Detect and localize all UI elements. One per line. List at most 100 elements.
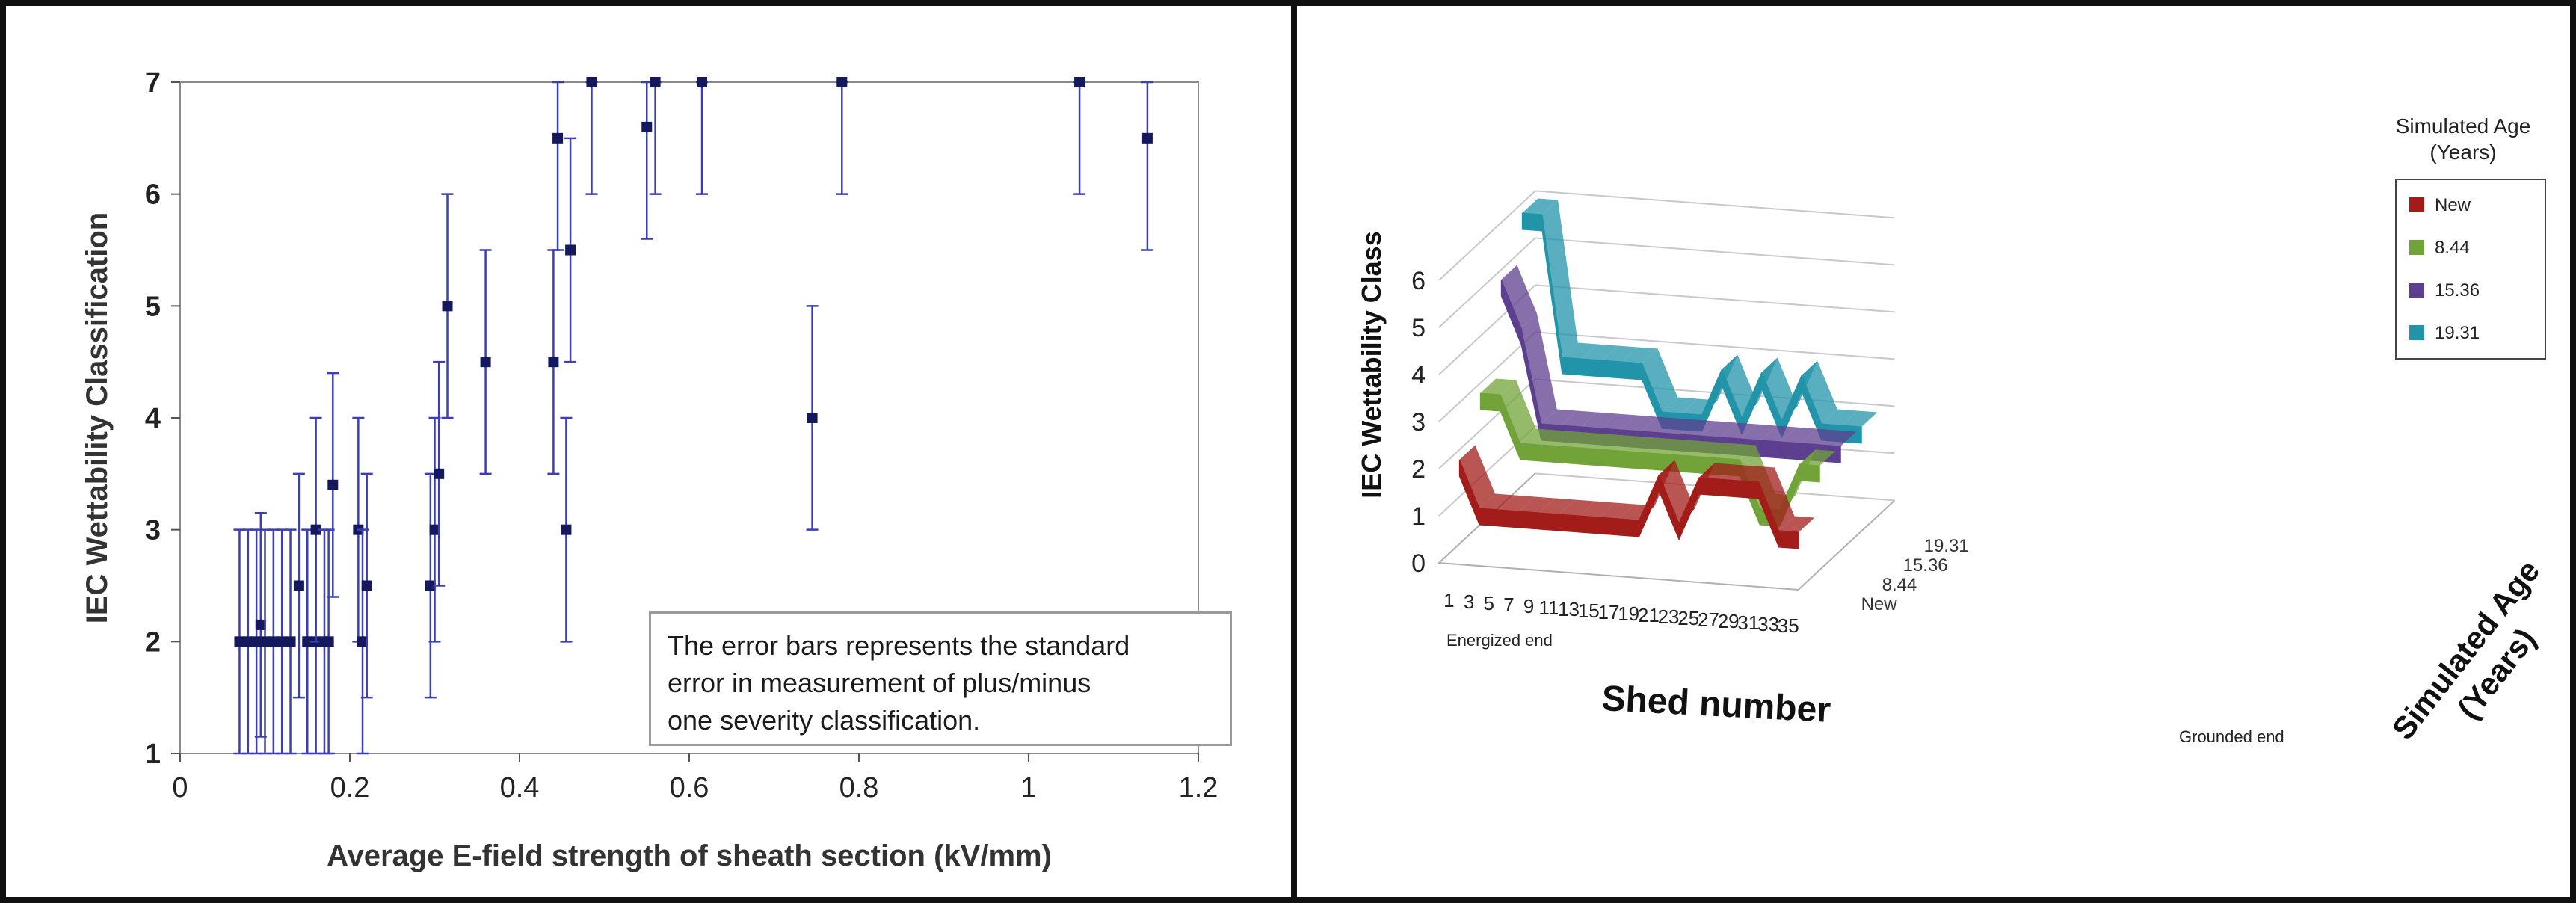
- y-tick-label: 5: [145, 291, 161, 322]
- data-point: [302, 636, 313, 647]
- ribbon-top-face: [1660, 418, 1697, 434]
- ribbon-top-face: [1721, 422, 1757, 439]
- ribbon-segment: [1598, 517, 1620, 536]
- data-point: [310, 524, 321, 535]
- ribbon-segment: [1521, 212, 1543, 232]
- ribbon-segment: [1479, 392, 1501, 412]
- data-point: [361, 580, 372, 591]
- ribbon-top-face: [1680, 440, 1716, 457]
- data-point: [357, 636, 369, 647]
- x-tick-label: 17: [1597, 601, 1619, 623]
- legend-label: New: [2435, 195, 2471, 215]
- y-tick-label: 3: [145, 515, 161, 546]
- data-point: [242, 636, 253, 647]
- y-tick-label: 7: [145, 67, 161, 99]
- ribbon-top-face: [1600, 434, 1636, 451]
- side-wall-gridline: [1438, 190, 1536, 281]
- data-point: [425, 580, 436, 591]
- ribbon-top-face: [1719, 464, 1755, 481]
- data-point-group: [547, 249, 560, 475]
- data-point: [561, 524, 572, 535]
- legend-title-line1: Simulated Age: [2396, 114, 2531, 138]
- data-point-group: [1073, 77, 1086, 195]
- ribbon-segment: [1562, 357, 1583, 376]
- data-point-group: [292, 472, 305, 699]
- ribbon-segment: [1718, 478, 1740, 498]
- x-axis-label: Average E-field strength of sheath secti…: [327, 839, 1052, 872]
- data-point-group: [564, 137, 577, 363]
- y-tick-label: 0: [1411, 549, 1426, 578]
- ribbon-segment: [1760, 440, 1781, 459]
- x-tick-label: 0.4: [500, 772, 540, 804]
- data-point: [442, 301, 453, 312]
- ribbon-segment: [1559, 446, 1581, 465]
- data-point: [1074, 77, 1085, 87]
- data-point-group: [433, 360, 446, 587]
- ribbon-top-face: [1698, 463, 1735, 479]
- ribbon-top-face: [1719, 443, 1756, 460]
- data-point: [586, 77, 597, 87]
- ribbon-top-face: [1821, 409, 1858, 425]
- ribbon-segment: [1698, 477, 1719, 496]
- data-point: [268, 636, 279, 647]
- ribbon-top-face: [1559, 499, 1595, 516]
- data-point-group: [585, 77, 598, 195]
- x-tick-label: 0.6: [670, 772, 709, 804]
- ribbon-segment: [1778, 530, 1799, 549]
- x-tick-label: 29: [1718, 610, 1740, 632]
- ribbon-segment: [1581, 358, 1603, 377]
- x-tick-label: 13: [1558, 598, 1580, 620]
- ribbon-top-face: [1581, 412, 1617, 428]
- data-point-group: [360, 472, 373, 699]
- back-wall-gridline: [1535, 237, 1895, 266]
- error-bar-scatter-chart: 0 0.2 0.4 0.6 0.8 1 1.2 1 2 3 4 5 6 7 Average E-field …: [81, 67, 1218, 872]
- ribbon-top-face: [1700, 442, 1736, 458]
- data-point-group: [267, 528, 280, 755]
- data-point-group: [284, 528, 297, 755]
- ribbon-top-face: [1621, 347, 1658, 363]
- data-point: [327, 479, 339, 490]
- ribbon-top-face: [1499, 495, 1535, 511]
- ribbon-top-face: [1500, 380, 1536, 443]
- data-point: [565, 244, 576, 256]
- data-point-group: [560, 416, 573, 643]
- ribbon-top-face: [1561, 410, 1597, 427]
- data-point: [548, 357, 559, 368]
- energized-end-label: Energized end: [1446, 631, 1553, 650]
- data-point: [285, 636, 296, 647]
- legend-label: 19.31: [2435, 323, 2480, 343]
- ribbon-top-face: [1541, 409, 1577, 425]
- y-tick-label: 4: [145, 403, 161, 434]
- x-tick-label: 15: [1578, 600, 1600, 622]
- data-point-group: [806, 305, 819, 531]
- data-point-group: [649, 77, 662, 195]
- ribbon-top-face: [1621, 415, 1657, 431]
- data-point-group: [276, 528, 289, 755]
- ribbon-top-face: [1602, 345, 1638, 362]
- legend-swatch: [2409, 325, 2424, 340]
- x-tick-label: 25: [1677, 607, 1699, 629]
- x-tick-label: 5: [1484, 592, 1494, 614]
- back-wall-gridline: [1535, 331, 1895, 360]
- data-point-group: [641, 81, 653, 240]
- data-point: [552, 132, 564, 144]
- ribbon-top-face: [1521, 313, 1557, 424]
- ribbon-top-face: [1778, 516, 1815, 532]
- ribbon-top-face: [1501, 265, 1538, 328]
- ribbon-top-face: [1760, 425, 1797, 442]
- data-point-group: [428, 416, 441, 643]
- data-point: [807, 413, 818, 423]
- ribbon-segment: [1601, 360, 1623, 379]
- ribbon-segment: [1639, 452, 1661, 471]
- data-point-group: [836, 77, 848, 195]
- data-point-group: [552, 81, 564, 251]
- ribbon-top-face: [1639, 437, 1676, 454]
- ribbon-top-face: [1662, 397, 1698, 413]
- data-point-group: [357, 528, 369, 755]
- ribbon-top-face: [1519, 496, 1556, 513]
- ribbon-top-face: [1580, 433, 1616, 449]
- ribbon-top-face: [1781, 427, 1817, 443]
- data-point: [293, 580, 304, 591]
- ribbon-top-face: [1560, 431, 1596, 448]
- x-tick-label: 33: [1757, 613, 1779, 635]
